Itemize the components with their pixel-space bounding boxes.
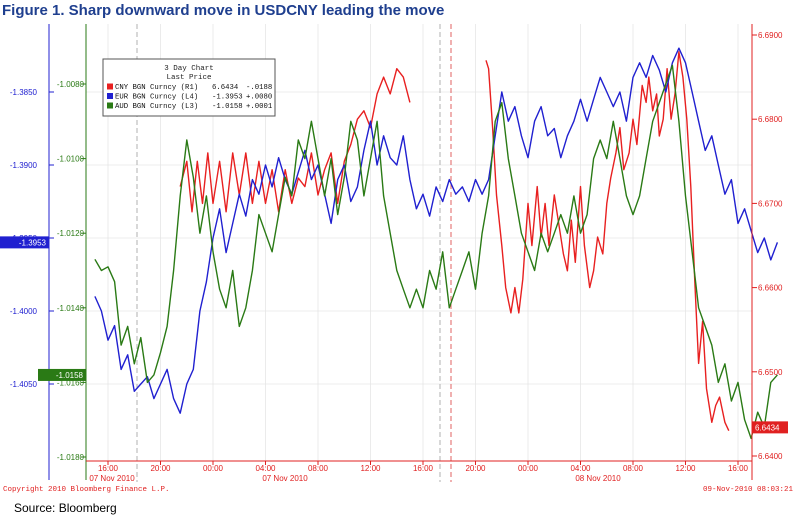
tag-background [38,368,86,381]
legend-entry: AUD BGN Curncy (L3) [115,103,198,111]
tag-label: -1.0158 [56,371,84,380]
legend-swatch [107,93,113,99]
tick-label: 6.6600 [758,284,783,293]
series-layer [94,47,779,440]
x-tick-label: 00:00 [518,464,539,473]
series-line [94,64,778,440]
legend-swatch [107,102,113,109]
last-price-tag-r1: 6.6434 [752,421,788,434]
legend-metric: Last Price [166,74,211,82]
x-tick-label: 08:00 [308,464,329,473]
legend-box [102,58,276,117]
x-tick-label: 16:00 [413,464,434,473]
tick-label: -1.3900 [10,161,38,170]
series-line [179,68,411,213]
tick-label: -1.4050 [10,380,38,389]
x-tick-label: 20:00 [465,464,486,473]
x-tick-label: 04:00 [570,464,591,473]
tick-label: -1.0080 [57,80,85,89]
tick-label: -1.0160 [57,378,85,387]
tick-label: -1.0140 [57,304,85,313]
series-r1 [179,51,730,431]
x-tick-label: 00:00 [203,464,224,473]
copyright-text: Copyright 2010 Bloomberg Finance L.P. [3,486,170,494]
legend-change-value: -.0188 [246,84,272,92]
x-date-label: 07 Nov 2010 [262,474,308,483]
tick-label: 6.6400 [758,452,783,461]
legend-last-value: -1.3953 [212,94,243,102]
chart: -1.3850-1.3900-1.3950-1.4000-1.4050-1.00… [0,24,794,494]
legend-subtitle: 3 Day Chart [164,65,214,73]
legend-entry: EUR BGN Curncy (L4) [115,94,198,102]
axis-l4: -1.3850-1.3900-1.3950-1.4000-1.4050 [10,24,54,480]
x-tick-label: 12:00 [675,464,696,473]
x-tick-label: 20:00 [150,464,171,473]
tag-background [752,421,788,434]
legend-change-value: +.0080 [246,94,272,102]
series-l3 [94,64,778,440]
tick-label: -1.4000 [10,307,38,316]
x-tick-label: 08:00 [623,464,644,473]
series-line [94,47,779,414]
source-note: Source: Bloomberg [14,501,117,515]
legend-swatch [107,83,113,90]
last-price-tag-l3: -1.0158 [38,368,86,381]
legend-entry: CNY BGN Curncy (R1) [115,84,198,92]
tag-label: -1.3953 [19,238,47,247]
tick-label: 6.6900 [758,31,783,40]
tag-background [0,236,49,249]
axis-l3: -1.0080-1.0100-1.0120-1.0140-1.0160-1.01… [57,24,87,480]
legend-last-value: -1.0158 [212,103,243,111]
tick-label: 6.6800 [758,115,783,124]
tick-label: -1.3850 [10,88,38,97]
figure-title: Figure 1. Sharp downward move in USDCNY … [2,2,445,19]
x-tick-label: 16:00 [98,464,119,473]
x-date-label: 08 Nov 2010 [575,474,621,483]
x-date-label: 07 Nov 2010 [89,474,135,483]
x-axis: 16:00 20:00 00:00 04:00 08:00 12:00 16:00 20:00… [86,460,752,483]
tick-label: -1.0100 [57,155,85,164]
tick-label: 6.6700 [758,199,783,208]
axis-r1: 6.6900 6.6800 6.6700 6.6600 6.6500 6.6400 [751,24,783,480]
axes: -1.3850-1.3900-1.3950-1.4000-1.4050-1.00… [0,24,788,483]
tag-label: 6.6434 [755,423,780,432]
legend-last-value: 6.6434 [212,84,239,92]
legend-change-value: +.0001 [246,103,273,111]
series-l4 [94,47,779,414]
tick-label: 6.6500 [758,368,783,377]
series-line [485,51,730,431]
timestamp-text: 09-Nov-2010 08:03:21 [703,486,794,494]
tick-label: -1.0120 [57,229,85,238]
tick-label: -1.0180 [57,453,85,462]
x-tick-label: 04:00 [255,464,276,473]
x-tick-label: 16:00 [728,464,749,473]
x-tick-label: 12:00 [360,464,381,473]
last-price-tag-l4: -1.3953 [0,236,49,249]
